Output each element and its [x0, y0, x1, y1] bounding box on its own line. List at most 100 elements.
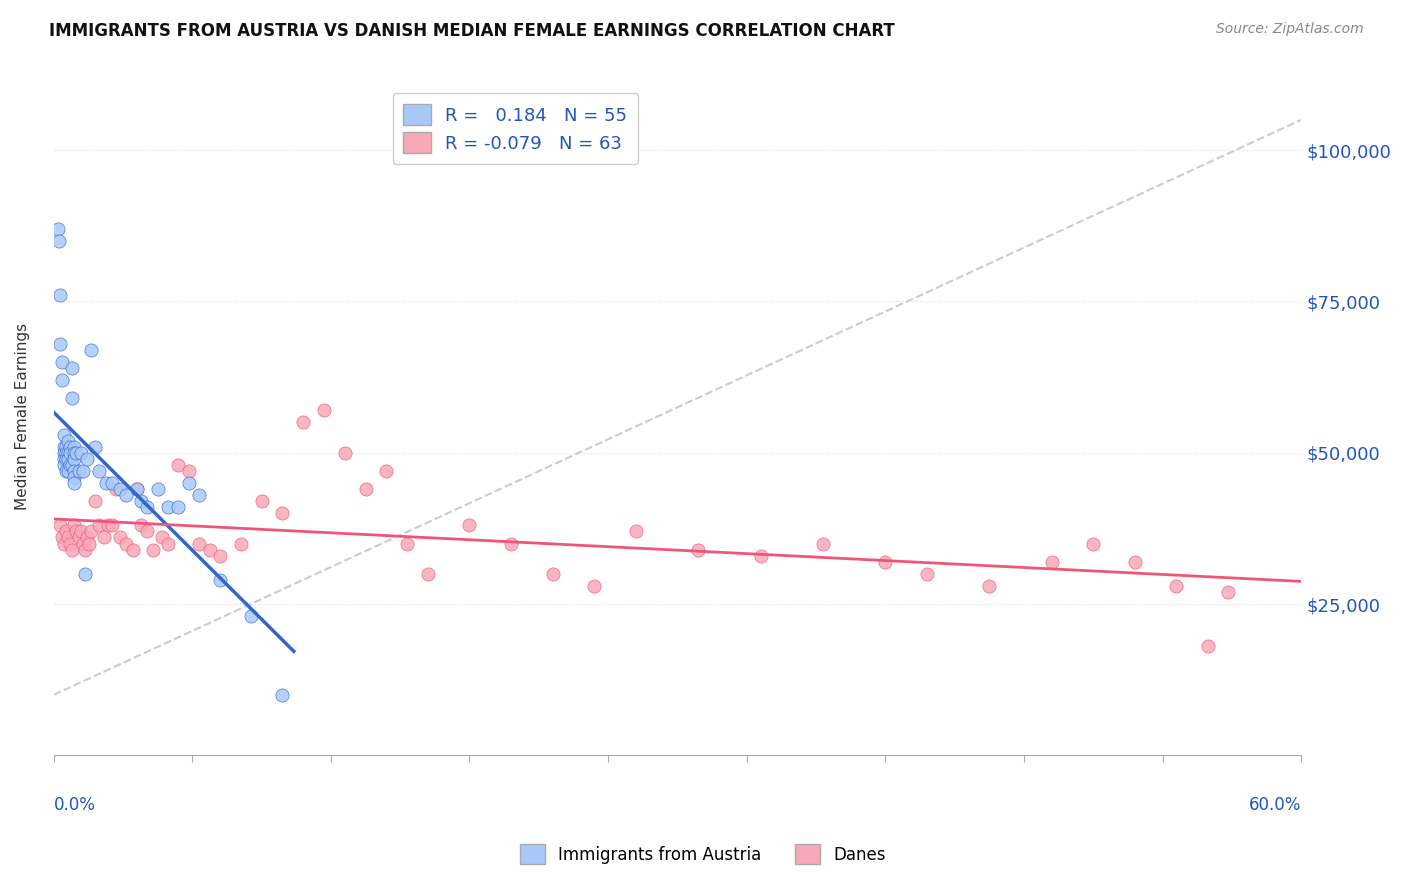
Point [108, 531, 131, 545]
Point [59, 440, 82, 454]
Point [63, 470, 86, 484]
Point [63, 446, 86, 460]
Point [229, 536, 252, 550]
Point [60, 542, 83, 557]
Point [1123, 555, 1146, 569]
Point [53, 427, 76, 442]
Point [156, 500, 179, 515]
Point [56, 464, 79, 478]
Point [541, 566, 564, 581]
Point [156, 536, 179, 550]
Point [60, 361, 83, 376]
Point [49, 518, 72, 533]
Point [811, 536, 834, 550]
Point [56, 446, 79, 460]
Point [333, 446, 356, 460]
Point [93, 531, 115, 545]
Point [56, 531, 79, 545]
Point [65, 524, 87, 539]
Point [354, 482, 377, 496]
Point [1040, 555, 1063, 569]
Point [84, 494, 107, 508]
Point [188, 488, 211, 502]
Point [136, 500, 159, 515]
Point [104, 482, 127, 496]
Point [89, 518, 111, 533]
Point [53, 451, 76, 466]
Point [73, 542, 96, 557]
Point [63, 440, 86, 454]
Point [56, 451, 79, 466]
Point [115, 488, 138, 502]
Point [53, 446, 76, 460]
Point [59, 458, 82, 472]
Point [624, 524, 647, 539]
Point [458, 518, 481, 533]
Text: IMMIGRANTS FROM AUSTRIA VS DANISH MEDIAN FEMALE EARNINGS CORRELATION CHART: IMMIGRANTS FROM AUSTRIA VS DANISH MEDIAN… [49, 22, 896, 40]
Point [55, 464, 77, 478]
Point [84, 440, 107, 454]
Y-axis label: Median Female Earnings: Median Female Earnings [15, 323, 30, 510]
Point [67, 464, 90, 478]
Point [1083, 536, 1105, 550]
Point [55, 451, 77, 466]
Point [915, 566, 938, 581]
Point [51, 355, 73, 369]
Point [129, 494, 152, 508]
Point [69, 446, 91, 460]
Point [59, 446, 82, 460]
Point [89, 464, 111, 478]
Point [198, 542, 221, 557]
Point [375, 464, 398, 478]
Point [73, 566, 96, 581]
Point [46, 221, 69, 235]
Point [688, 542, 710, 557]
Point [49, 336, 72, 351]
Point [188, 536, 211, 550]
Text: Source: ZipAtlas.com: Source: ZipAtlas.com [1216, 22, 1364, 37]
Point [129, 518, 152, 533]
Point [150, 531, 173, 545]
Point [115, 536, 138, 550]
Point [1197, 640, 1219, 654]
Point [167, 500, 190, 515]
Point [72, 536, 94, 550]
Point [55, 524, 77, 539]
Point [49, 288, 72, 302]
Point [67, 531, 90, 545]
Point [56, 434, 79, 448]
Point [80, 524, 103, 539]
Point [875, 555, 897, 569]
Point [60, 391, 83, 405]
Point [51, 531, 73, 545]
Point [271, 506, 294, 520]
Point [177, 475, 200, 490]
Point [583, 579, 606, 593]
Point [271, 688, 294, 702]
Point [250, 494, 273, 508]
Point [63, 518, 86, 533]
Point [72, 464, 94, 478]
Point [94, 475, 117, 490]
Point [396, 536, 419, 550]
Legend: Immigrants from Austria, Danes: Immigrants from Austria, Danes [513, 838, 893, 871]
Point [146, 482, 169, 496]
Point [63, 464, 86, 478]
Point [97, 518, 120, 533]
Point [136, 524, 159, 539]
Point [55, 440, 77, 454]
Point [240, 609, 263, 624]
Point [208, 549, 231, 563]
Point [51, 373, 73, 387]
Point [77, 536, 100, 550]
Point [292, 416, 315, 430]
Point [312, 403, 335, 417]
Legend: R =   0.184   N = 55, R = -0.079   N = 63: R = 0.184 N = 55, R = -0.079 N = 63 [392, 94, 638, 164]
Point [76, 451, 98, 466]
Point [1218, 585, 1240, 599]
Point [101, 475, 124, 490]
Point [53, 458, 76, 472]
Text: 0.0%: 0.0% [53, 796, 96, 814]
Point [53, 440, 76, 454]
Point [416, 566, 439, 581]
